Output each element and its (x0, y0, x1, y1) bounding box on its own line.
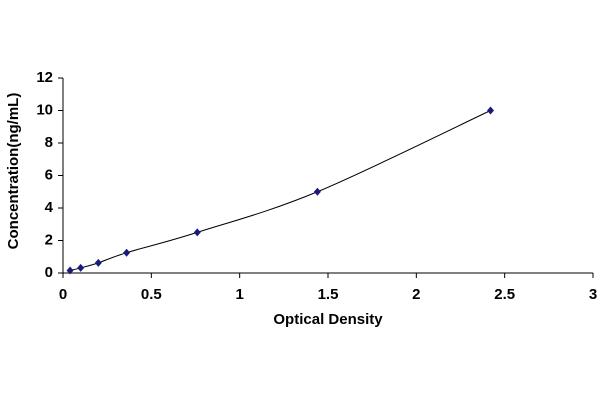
x-tick-label: 0.5 (141, 286, 162, 303)
point (66, 266, 74, 275)
y-tick-label: 6 (45, 166, 53, 183)
y-tick-label: 10 (36, 101, 53, 118)
y-tick-label: 8 (45, 134, 53, 151)
x-tick-label: 1.5 (318, 286, 339, 303)
point (487, 106, 495, 115)
y-tick-label: 12 (36, 69, 53, 86)
y-tick-label: 4 (45, 199, 54, 216)
point (94, 258, 102, 267)
y-axis-title: Concentration(ng/mL) (5, 93, 22, 250)
x-tick-label: 3 (589, 286, 597, 303)
y-tick-label: 2 (45, 231, 53, 248)
x-tick-label: 1 (235, 286, 243, 303)
x-axis-title: Optical Density (273, 311, 383, 328)
x-tick-label: 0 (59, 286, 67, 303)
point (77, 263, 85, 272)
point (313, 187, 321, 196)
curve (69, 110, 491, 271)
point (123, 248, 131, 257)
point (193, 228, 201, 237)
y-tick-label: 0 (45, 264, 53, 281)
x-tick-label: 2 (412, 286, 420, 303)
x-tick-label: 2.5 (494, 286, 515, 303)
